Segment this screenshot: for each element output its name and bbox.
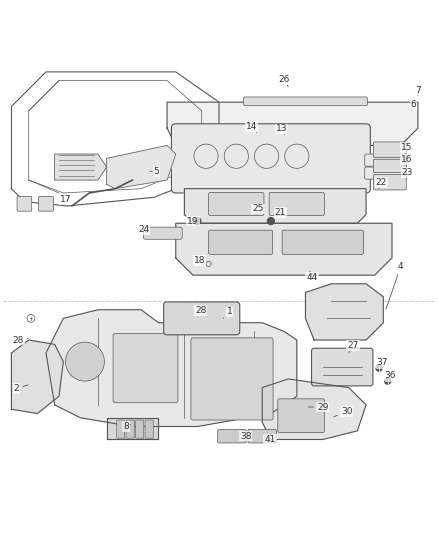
FancyBboxPatch shape — [191, 338, 273, 420]
Text: 24: 24 — [138, 225, 149, 234]
Text: 16: 16 — [401, 155, 413, 165]
Text: 36: 36 — [384, 371, 396, 380]
FancyBboxPatch shape — [164, 302, 240, 335]
FancyBboxPatch shape — [373, 159, 406, 173]
Text: 29: 29 — [308, 402, 328, 411]
FancyBboxPatch shape — [208, 230, 272, 254]
Text: 41: 41 — [265, 435, 276, 444]
Circle shape — [385, 378, 391, 384]
Polygon shape — [11, 340, 64, 414]
Text: 5: 5 — [150, 167, 159, 176]
FancyBboxPatch shape — [143, 227, 182, 239]
Polygon shape — [46, 310, 297, 426]
FancyBboxPatch shape — [208, 192, 264, 215]
Polygon shape — [176, 223, 392, 275]
Circle shape — [376, 365, 382, 371]
Circle shape — [268, 217, 274, 224]
Text: 22: 22 — [375, 178, 387, 189]
Polygon shape — [106, 418, 159, 440]
Text: 13: 13 — [276, 125, 287, 135]
Text: 25: 25 — [252, 205, 264, 214]
Text: 26: 26 — [278, 75, 290, 86]
FancyBboxPatch shape — [113, 334, 178, 403]
FancyBboxPatch shape — [244, 97, 367, 106]
Text: 1: 1 — [223, 308, 232, 318]
Text: 37: 37 — [376, 358, 387, 367]
Circle shape — [194, 217, 201, 224]
Text: 19: 19 — [187, 216, 199, 225]
Text: 14: 14 — [246, 122, 257, 132]
Text: 4: 4 — [386, 262, 403, 309]
FancyBboxPatch shape — [145, 420, 153, 438]
FancyBboxPatch shape — [171, 124, 371, 193]
FancyBboxPatch shape — [117, 420, 125, 438]
Text: 8: 8 — [123, 422, 131, 431]
FancyBboxPatch shape — [373, 174, 406, 190]
Polygon shape — [167, 102, 418, 146]
FancyBboxPatch shape — [39, 197, 53, 211]
Text: 18: 18 — [194, 256, 205, 265]
FancyBboxPatch shape — [126, 420, 134, 438]
Text: 17: 17 — [60, 195, 71, 204]
Polygon shape — [184, 189, 366, 223]
FancyBboxPatch shape — [311, 348, 373, 386]
Text: 44: 44 — [306, 271, 318, 282]
Text: 28: 28 — [195, 306, 207, 316]
Text: 21: 21 — [275, 208, 286, 217]
FancyBboxPatch shape — [269, 192, 325, 215]
FancyBboxPatch shape — [135, 420, 144, 438]
Text: 30: 30 — [334, 407, 352, 417]
Text: 38: 38 — [240, 432, 251, 440]
Text: 27: 27 — [347, 341, 359, 353]
Text: 23: 23 — [401, 168, 413, 177]
Polygon shape — [262, 379, 366, 440]
FancyBboxPatch shape — [218, 430, 246, 443]
Text: 2: 2 — [14, 384, 28, 393]
Circle shape — [66, 342, 104, 381]
FancyBboxPatch shape — [248, 430, 276, 443]
FancyBboxPatch shape — [373, 142, 406, 158]
FancyBboxPatch shape — [365, 167, 406, 179]
Text: 28: 28 — [12, 335, 28, 344]
FancyBboxPatch shape — [282, 230, 364, 254]
Text: 15: 15 — [401, 143, 413, 153]
Polygon shape — [55, 154, 106, 180]
Text: 6: 6 — [411, 100, 417, 110]
Text: 7: 7 — [415, 86, 421, 95]
Polygon shape — [106, 146, 176, 189]
FancyBboxPatch shape — [278, 399, 325, 433]
Polygon shape — [305, 284, 383, 340]
FancyBboxPatch shape — [365, 154, 406, 166]
FancyBboxPatch shape — [17, 197, 32, 211]
